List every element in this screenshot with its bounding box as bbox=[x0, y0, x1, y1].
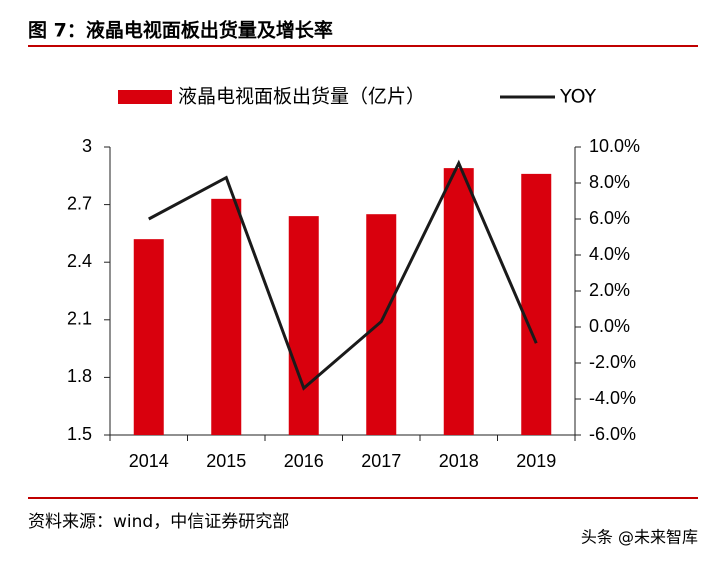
bar bbox=[443, 168, 474, 435]
x-tick-label: 2018 bbox=[439, 451, 479, 471]
y-tick-label: 2.7 bbox=[67, 193, 92, 213]
legend-swatch bbox=[118, 90, 172, 104]
x-tick-label: 2014 bbox=[129, 451, 169, 471]
bar bbox=[133, 239, 164, 435]
x-tick-label: 2016 bbox=[284, 451, 324, 471]
x-tick-label: 2015 bbox=[206, 451, 246, 471]
legend-label: YOY bbox=[559, 86, 596, 108]
x-tick-label: 2017 bbox=[361, 451, 401, 471]
x-tick-label: 2019 bbox=[516, 451, 556, 471]
y2-tick-label: -4.0% bbox=[589, 388, 636, 408]
y2-tick-label: 4.0% bbox=[589, 244, 630, 264]
y2-tick-label: 10.0% bbox=[589, 136, 640, 156]
y2-tick-label: 2.0% bbox=[589, 280, 630, 300]
watermark: 头条 @未来智库 bbox=[581, 528, 698, 547]
y-tick-label: 3 bbox=[82, 136, 92, 156]
bar bbox=[211, 198, 242, 435]
bar bbox=[288, 216, 319, 435]
bar bbox=[521, 173, 552, 435]
y-tick-label: 1.8 bbox=[67, 366, 92, 386]
y-tick-label: 2.1 bbox=[67, 309, 92, 329]
y2-tick-label: -2.0% bbox=[589, 352, 636, 372]
line bbox=[148, 159, 538, 391]
y2-tick-label: 6.0% bbox=[589, 208, 630, 228]
source: 资料来源：wind，中信证券研究部 bbox=[28, 512, 289, 532]
legend-label: 液晶电视面板出货量（亿片） bbox=[178, 86, 425, 108]
y2-tick-label: 0.0% bbox=[589, 316, 630, 336]
y2-tick-label: 8.0% bbox=[589, 172, 630, 192]
bar bbox=[366, 214, 397, 435]
y-tick-label: 1.5 bbox=[67, 424, 92, 444]
y2-tick-label: -6.0% bbox=[589, 424, 636, 444]
chart-title: 图 7：液晶电视面板出货量及增长率 bbox=[28, 19, 333, 42]
y-tick-label: 2.4 bbox=[67, 251, 92, 271]
